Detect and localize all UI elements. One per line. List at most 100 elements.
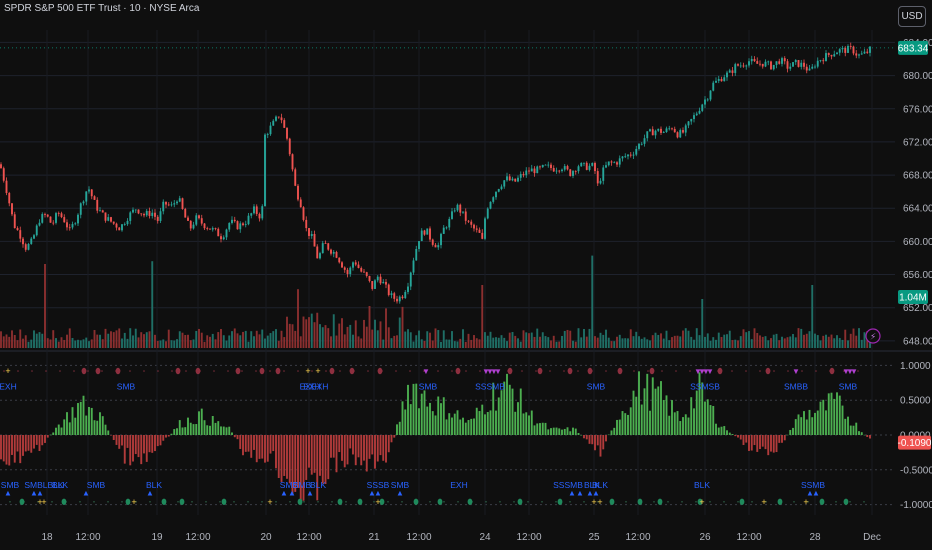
candle-body (343, 267, 346, 270)
histogram-bar (255, 435, 258, 463)
histogram-bar (2, 435, 5, 462)
candle-body (244, 224, 247, 226)
volume-bar (57, 341, 60, 348)
histogram-bar (462, 417, 464, 435)
histogram-bar (687, 417, 690, 435)
volume-bar (841, 339, 844, 348)
histogram-bar (429, 402, 431, 435)
signal-markers: + + +++ + + + + + + + +▼ ▼▼▼▼ ▼▼▼▼ ▼ ▼▼▼▲ ▲▲ ▲ ▲ ▲ ▲ ▲ ▲▲ ▲ ▲ ▲ ▲… (3, 366, 865, 507)
histogram-bar (272, 435, 275, 452)
histogram-bar (305, 435, 308, 480)
histogram-bar (93, 420, 96, 435)
volume-bar (827, 336, 830, 348)
signal-label: SMB (87, 480, 106, 490)
volume-bar (506, 341, 508, 348)
candle-body (354, 262, 357, 265)
volume-bar (646, 339, 649, 348)
price-tick-label: 680.00 (903, 71, 932, 82)
triangle-marker: ▼ (792, 367, 800, 376)
histogram-bar (170, 433, 173, 435)
bottom-dot-marker (709, 500, 711, 503)
top-dot-marker (87, 370, 89, 372)
volume-bar (401, 306, 404, 348)
histogram-bar (192, 424, 195, 435)
bottom-dot-marker (541, 500, 543, 503)
volume-bar (775, 333, 778, 348)
candle-body (841, 47, 844, 50)
histogram-bar (132, 435, 134, 462)
top-oval-marker (329, 367, 335, 375)
histogram-bar (657, 386, 660, 435)
bottom-dot-marker (373, 500, 375, 503)
volume-bar (858, 328, 860, 348)
histogram-bar (211, 415, 214, 435)
candle-body (233, 219, 236, 222)
top-dot-marker (633, 370, 635, 372)
histogram-bar (690, 397, 693, 435)
histogram-bar (382, 435, 385, 461)
price-tick-label: 652.00 (903, 303, 932, 314)
volume-bar (638, 336, 640, 348)
histogram-bar (299, 435, 302, 501)
bottom-dot-marker (849, 500, 851, 503)
candle-body (723, 77, 726, 82)
volume-bar (46, 338, 49, 348)
candle-body (863, 51, 866, 54)
volume-bar (761, 336, 764, 348)
bottom-dot-marker (695, 500, 697, 503)
histogram-bar (236, 435, 239, 440)
top-dot-marker (745, 370, 747, 372)
candle-body (225, 229, 228, 238)
currency-button[interactable]: USD (898, 6, 926, 27)
volume-bar (723, 334, 726, 348)
histogram-bar (676, 411, 679, 435)
candle-body (79, 203, 82, 215)
histogram-bar (635, 396, 638, 435)
volume-bar (134, 328, 137, 348)
histogram-bar (159, 435, 162, 446)
histogram-bar (242, 435, 244, 456)
triangle-marker: ▼ (706, 367, 714, 376)
histogram-bar (302, 435, 305, 501)
candle-body (209, 228, 211, 230)
volume-bar (442, 330, 445, 348)
top-oval-marker (377, 367, 383, 375)
candle-body (104, 212, 107, 221)
cross-marker: + (5, 366, 10, 376)
volume-bar (420, 339, 423, 348)
bottom-dot-marker (625, 500, 627, 503)
signal-label: SMB (587, 381, 606, 391)
candle-body (277, 116, 280, 118)
candle-body (836, 52, 838, 55)
histogram-bar (819, 401, 822, 435)
histogram-bar (148, 435, 151, 453)
histogram-bar (134, 435, 137, 455)
time-tick-label: 12:00 (516, 532, 541, 543)
top-dot-marker (773, 370, 775, 372)
histogram-bar (41, 435, 44, 446)
bottom-dot-marker (107, 500, 109, 503)
volume-bar (805, 333, 808, 348)
histogram-bar (464, 422, 467, 435)
top-dot-marker (17, 370, 19, 372)
time-axis[interactable]: 18 12:00 19 12:00 20 12:00 21 12:00 24 12:00 25 12:… (41, 532, 880, 543)
volume-bar (819, 340, 822, 348)
candle-body (473, 224, 475, 229)
histogram-bar (503, 381, 506, 435)
candle-body (803, 62, 805, 67)
histogram-bar (506, 373, 508, 435)
top-oval-marker (587, 367, 593, 375)
volume-bar (19, 329, 22, 348)
candle-body (0, 164, 2, 169)
time-tick-label: 24 (479, 532, 491, 543)
histogram-bar (434, 415, 437, 435)
candle-body (123, 224, 126, 225)
volume-bar (825, 334, 827, 348)
candle-body (308, 228, 310, 236)
histogram-bar (814, 412, 816, 435)
candle-body (640, 143, 643, 145)
candle-body (363, 271, 365, 273)
bottom-oval-marker (125, 498, 131, 505)
volume-bar (189, 340, 192, 348)
